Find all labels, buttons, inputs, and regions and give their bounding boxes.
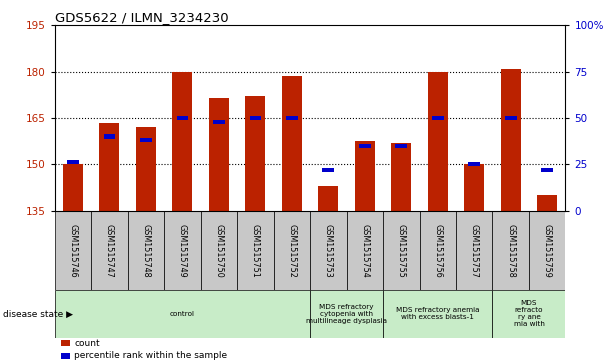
Text: percentile rank within the sample: percentile rank within the sample [74, 351, 227, 360]
Bar [318, 186, 338, 211]
Bar [468, 162, 480, 166]
Bar [395, 144, 407, 148]
Text: MDS
refracto
ry ane
mia with: MDS refracto ry ane mia with [514, 301, 544, 327]
Text: MDS refractory anemia
with excess blasts-1: MDS refractory anemia with excess blasts… [396, 307, 480, 321]
Text: control: control [170, 311, 195, 317]
Bar [492, 290, 565, 338]
Text: GSM1515748: GSM1515748 [142, 224, 150, 277]
Bar [359, 144, 371, 148]
Bar [286, 116, 298, 120]
Bar [282, 76, 302, 211]
Bar [310, 290, 383, 338]
Bar [99, 123, 119, 211]
Text: GSM1515759: GSM1515759 [543, 224, 551, 277]
Text: GSM1515752: GSM1515752 [288, 224, 296, 277]
Bar [91, 211, 128, 290]
Bar [347, 211, 383, 290]
Text: GSM1515747: GSM1515747 [105, 224, 114, 277]
Bar [456, 211, 492, 290]
Text: GDS5622 / ILMN_3234230: GDS5622 / ILMN_3234230 [55, 11, 229, 24]
Bar [464, 164, 484, 211]
Bar [432, 116, 444, 120]
Text: GSM1515758: GSM1515758 [506, 224, 515, 277]
Text: GSM1515751: GSM1515751 [251, 224, 260, 277]
Text: GSM1515754: GSM1515754 [361, 224, 369, 277]
Bar [391, 143, 411, 211]
Bar [354, 141, 375, 211]
Bar [164, 211, 201, 290]
Bar [55, 211, 91, 290]
Bar [541, 168, 553, 172]
Bar [140, 138, 152, 142]
Bar [505, 116, 517, 120]
Text: GSM1515756: GSM1515756 [434, 224, 442, 277]
Bar [529, 211, 565, 290]
Bar [201, 211, 237, 290]
Bar [322, 168, 334, 172]
Bar [136, 127, 156, 211]
Bar [67, 160, 79, 164]
Bar [383, 290, 492, 338]
Bar [427, 72, 447, 211]
Bar [103, 134, 116, 139]
Bar [63, 164, 83, 211]
Text: GSM1515757: GSM1515757 [470, 224, 478, 277]
Bar [274, 211, 310, 290]
Bar [537, 195, 557, 211]
Bar [128, 211, 164, 290]
Bar [383, 211, 420, 290]
Bar [310, 211, 347, 290]
Bar [245, 96, 265, 211]
Text: GSM1515755: GSM1515755 [397, 224, 406, 277]
Bar [176, 116, 188, 120]
Bar [172, 72, 192, 211]
Text: MDS refractory
cytopenia with
multilineage dysplasia: MDS refractory cytopenia with multilinea… [306, 304, 387, 324]
Text: disease state ▶: disease state ▶ [3, 310, 73, 318]
Bar [420, 211, 456, 290]
Text: GSM1515750: GSM1515750 [215, 224, 223, 277]
Text: GSM1515749: GSM1515749 [178, 224, 187, 277]
Bar [500, 69, 520, 211]
Text: GSM1515753: GSM1515753 [324, 224, 333, 277]
Bar [209, 98, 229, 211]
Bar [237, 211, 274, 290]
Bar [492, 211, 529, 290]
Text: GSM1515746: GSM1515746 [69, 224, 77, 277]
Bar [55, 290, 310, 338]
Bar [249, 116, 261, 120]
Bar [213, 120, 225, 124]
Text: count: count [74, 339, 100, 347]
